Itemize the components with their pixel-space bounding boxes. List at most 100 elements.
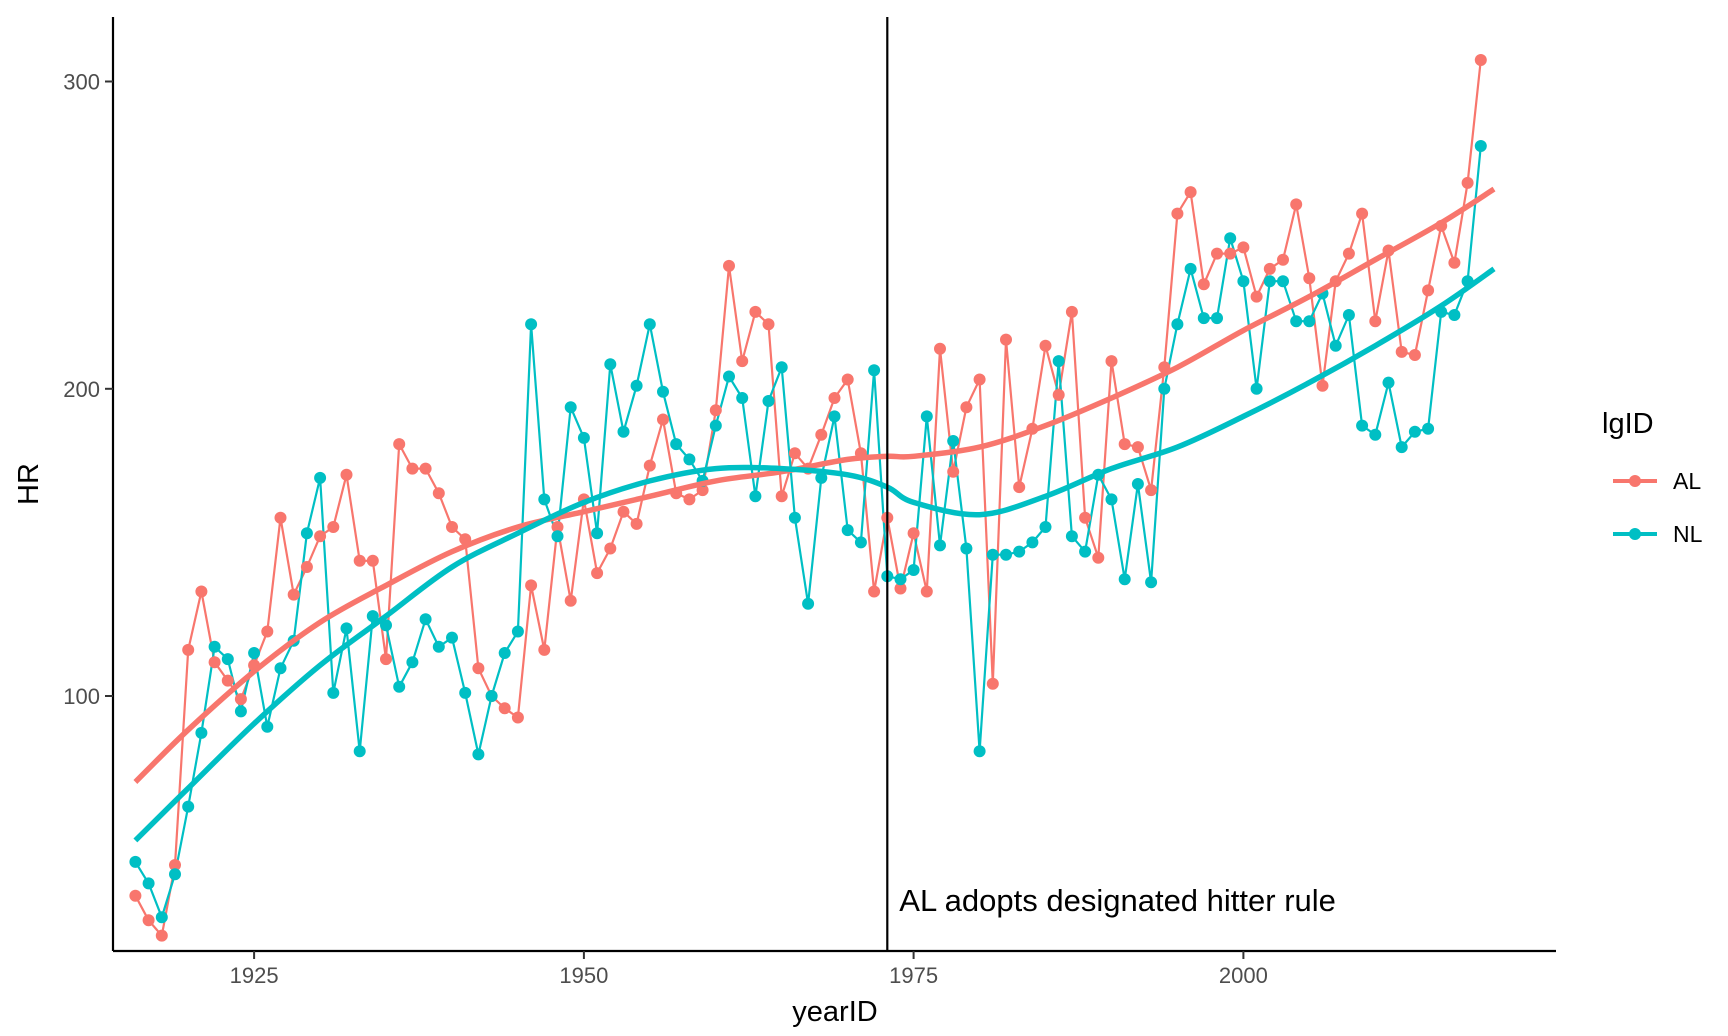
data-point-al [1395, 345, 1408, 358]
x-axis-title: yearID [792, 996, 877, 1028]
data-point-nl [1013, 545, 1026, 558]
data-point-nl [841, 524, 854, 537]
y-axis-title: HR [13, 463, 45, 505]
legend-item-al: AL [1613, 468, 1701, 494]
data-point-al [1092, 551, 1105, 564]
data-point-nl [749, 490, 762, 503]
data-point-al [182, 643, 195, 656]
data-point-al [1197, 278, 1210, 291]
data-point-al [366, 554, 379, 567]
data-point-nl [854, 536, 867, 549]
data-point-nl [775, 361, 788, 374]
data-point-al [261, 625, 274, 638]
data-point-al [1145, 484, 1158, 497]
data-point-nl [498, 647, 511, 659]
x-tick-label: 1950 [559, 963, 608, 988]
data-point-al [1316, 379, 1329, 392]
data-point-nl [1052, 355, 1065, 368]
data-point-al [815, 428, 828, 441]
data-point-nl [472, 748, 485, 761]
data-point-nl [617, 425, 630, 438]
data-point-al [1065, 305, 1078, 318]
data-point-al [1131, 441, 1144, 454]
data-point-nl [1197, 312, 1210, 325]
data-point-al [828, 392, 841, 404]
data-point-nl [1382, 376, 1395, 389]
data-point-nl [169, 868, 181, 881]
data-point-nl [960, 542, 973, 555]
data-point-nl [1290, 315, 1303, 328]
data-point-al [1250, 290, 1263, 303]
data-point-nl [736, 392, 749, 404]
data-point-nl [380, 619, 392, 632]
data-point-al [604, 542, 617, 555]
data-point-nl [129, 855, 142, 868]
data-point-nl [459, 686, 472, 699]
data-point-nl [551, 530, 564, 543]
data-point-nl [511, 625, 524, 638]
data-point-al [525, 579, 538, 592]
data-point-al [1461, 176, 1474, 189]
data-point-al [591, 567, 604, 580]
data-point-nl [907, 564, 920, 576]
data-point-nl [1263, 275, 1276, 288]
data-point-al [1211, 247, 1223, 260]
ticks: 1925 1950 1975 2000 100 200 300 [63, 70, 1268, 989]
data-point-al [234, 693, 247, 706]
data-point-nl [525, 318, 538, 331]
data-point-nl [208, 640, 221, 653]
data-point-al [683, 493, 696, 506]
data-point-al [894, 582, 907, 595]
data-point-nl [894, 573, 907, 586]
data-point-nl [406, 656, 419, 669]
data-point-al [208, 656, 221, 669]
data-point-al [762, 318, 775, 331]
data-point-nl [353, 745, 366, 758]
legend-label-al: AL [1673, 468, 1701, 494]
data-point-nl [828, 410, 841, 423]
data-point-al [564, 594, 577, 607]
data-point-al [1369, 315, 1382, 328]
data-point-nl [340, 622, 353, 635]
data-point-nl [261, 720, 274, 733]
data-point-al [155, 929, 168, 942]
data-point-nl [195, 726, 208, 739]
data-point-al [287, 588, 300, 601]
data-point-al [973, 373, 986, 386]
data-point-al [129, 889, 142, 902]
data-point-al [1013, 481, 1026, 494]
data-point-al [551, 521, 564, 533]
data-point-al [1118, 438, 1131, 451]
data-point-al [1408, 349, 1421, 361]
data-point-al [1171, 207, 1184, 220]
data-point-nl [1171, 318, 1184, 331]
data-point-nl [670, 438, 683, 451]
data-point-nl [1211, 312, 1223, 325]
data-point-nl [643, 318, 656, 331]
data-point-nl [1342, 309, 1355, 321]
data-point-nl [1184, 262, 1197, 275]
data-point-nl [577, 431, 590, 444]
data-point-al [1290, 198, 1303, 211]
data-point-al [617, 505, 630, 518]
data-point-al [1422, 284, 1435, 297]
legend-label-nl: NL [1673, 521, 1703, 547]
data-point-al [300, 561, 313, 573]
data-point-al [1105, 355, 1118, 368]
data-point-nl [485, 690, 498, 702]
data-point-nl [802, 597, 815, 610]
data-point-al [538, 643, 551, 656]
data-point-nl [920, 410, 933, 423]
legend-title: lgID [1602, 408, 1654, 440]
data-point-al [1342, 247, 1355, 260]
data-point-al [511, 711, 524, 724]
legend-item-nl: NL [1613, 521, 1703, 547]
data-point-nl [1474, 140, 1487, 152]
data-point-al [1224, 247, 1237, 260]
data-point-nl [1395, 441, 1408, 454]
data-point-al [643, 459, 656, 472]
series-line-al [134, 59, 1482, 937]
data-point-nl [1250, 382, 1263, 395]
data-point-nl [815, 471, 828, 484]
